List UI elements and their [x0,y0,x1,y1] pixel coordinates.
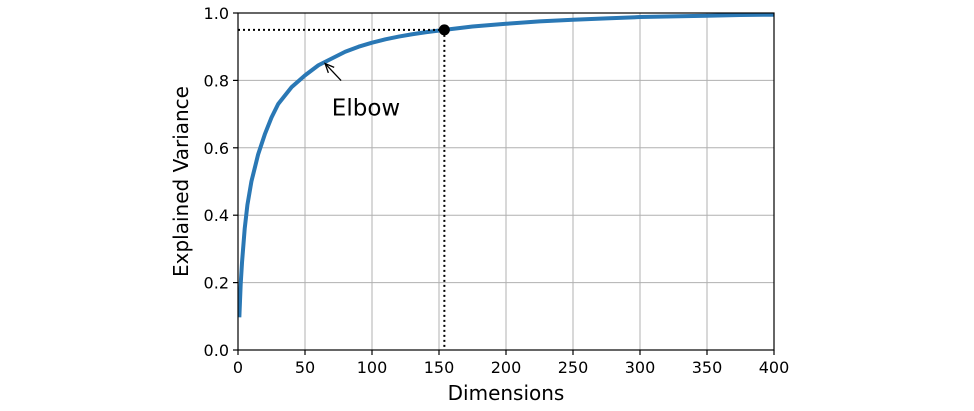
ticks: 0 50 100 150 200 250 300 350 400 0.0 0.2 0.4 0.6 0.8 1… [204,4,790,377]
highlight-point [438,24,450,36]
y-tick-label-2: 0.4 [204,206,229,225]
y-tick-label-5: 1.0 [204,4,229,23]
y-tick-label-0: 0.0 [204,341,229,360]
grid [237,12,775,351]
labels: Dimensions Explained Variance [169,86,564,405]
x-tick-label-7: 350 [692,358,723,377]
y-tick-label-1: 0.2 [204,274,229,293]
x-tick-label-5: 250 [558,358,589,377]
series-line-0 [238,13,774,318]
x-tick-label-4: 200 [491,358,522,377]
x-tick-label-3: 150 [424,358,455,377]
x-tick-label-1: 50 [295,358,315,377]
annotation-label-0: Elbow [332,95,400,121]
x-tick-label-2: 100 [357,358,388,377]
annotation-arrow-shaft-0 [324,63,342,81]
x-tick-label-6: 300 [625,358,656,377]
x-axis-label: Dimensions [448,381,565,405]
series-layer [238,13,774,318]
y-axis-label: Explained Variance [169,86,193,277]
guide-lines [238,28,446,350]
annotation-layer: Elbow [324,62,400,121]
x-tick-label-8: 400 [759,358,790,377]
y-tick-label-3: 0.6 [204,139,229,158]
marker-layer [438,24,450,36]
y-tick-label-4: 0.8 [204,71,229,90]
x-tick-label-0: 0 [233,358,243,377]
annotation-arrow-head-0 [324,62,335,74]
